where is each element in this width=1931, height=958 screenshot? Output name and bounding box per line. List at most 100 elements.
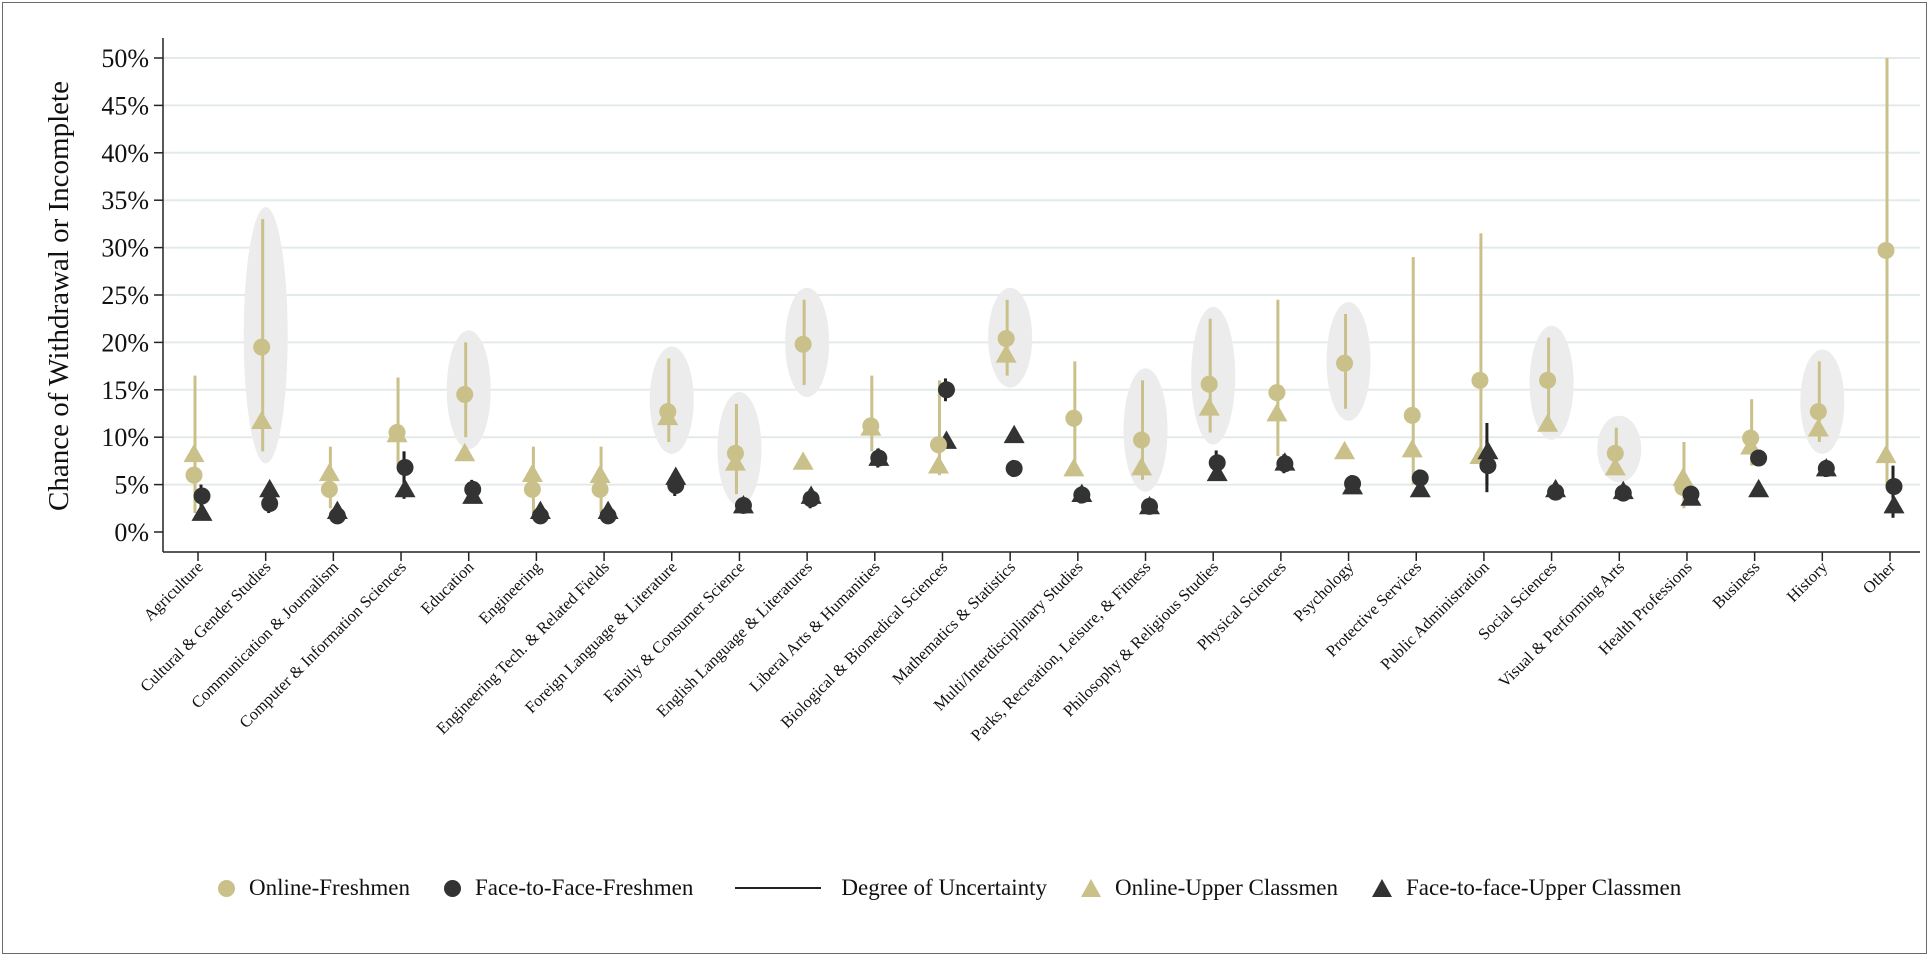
y-axis-title: Chance of Withdrawal or Incomplete	[43, 81, 75, 511]
data-point	[464, 480, 482, 498]
highlight-band	[1191, 306, 1236, 445]
data-point	[1817, 459, 1835, 477]
data-point	[1276, 455, 1294, 473]
data-point	[1344, 475, 1362, 493]
data-point	[193, 487, 211, 505]
data-point	[589, 464, 611, 483]
data-point	[1807, 418, 1829, 437]
data-point	[1604, 457, 1626, 476]
data-point	[531, 507, 549, 525]
data-point	[1200, 375, 1218, 393]
y-tick-label: 35%	[101, 186, 149, 215]
data-point	[1877, 241, 1895, 259]
data-point	[599, 507, 617, 525]
gridlines	[163, 57, 1920, 486]
data-point	[1547, 483, 1565, 501]
y-tick-label: 45%	[101, 91, 149, 120]
data-markers	[183, 241, 1905, 525]
line-marker-icon	[735, 887, 822, 889]
data-point	[191, 502, 213, 521]
legend-uncertainty: Degree of Uncertainty	[727, 875, 1047, 901]
data-point	[1063, 457, 1085, 477]
data-point	[1409, 478, 1431, 498]
data-point	[1133, 431, 1151, 449]
data-point	[1809, 403, 1827, 421]
data-point	[1883, 494, 1905, 514]
x-tick-label: Family & Consumer Science	[600, 557, 749, 706]
x-tick-label: Business	[1709, 557, 1764, 612]
data-point	[1606, 444, 1624, 462]
data-point	[253, 338, 271, 356]
y-tick-label: 40%	[101, 139, 149, 168]
data-point	[1334, 440, 1356, 460]
data-point	[1471, 371, 1489, 389]
x-tick-label: History	[1783, 557, 1832, 606]
y-tick-label: 25%	[101, 281, 149, 310]
data-point	[1403, 406, 1421, 424]
y-tick-label: 20%	[101, 328, 149, 357]
y-tick-label: 0%	[114, 518, 149, 547]
x-tick-label: Other	[1859, 557, 1899, 597]
data-point	[261, 495, 279, 513]
data-point	[328, 507, 346, 525]
legend-online-freshmen: Online-Freshmen	[218, 875, 410, 901]
circle-marker-icon	[443, 879, 461, 897]
data-point	[523, 480, 541, 498]
data-point	[794, 335, 812, 353]
data-point	[792, 451, 814, 470]
y-tick-label: 5%	[114, 471, 149, 500]
data-point	[1885, 477, 1903, 495]
data-point	[667, 477, 685, 495]
data-point	[183, 443, 205, 463]
highlight-band	[243, 207, 288, 464]
data-point	[251, 410, 273, 429]
x-tick-label: Agriculture	[140, 557, 207, 624]
data-point	[1336, 354, 1354, 372]
data-point	[937, 381, 955, 399]
data-point	[1005, 459, 1023, 477]
data-point	[1742, 429, 1760, 447]
data-point	[1875, 444, 1897, 464]
data-point	[927, 455, 949, 474]
legend-online-upper-classmen: Online-Upper Classmen	[1081, 875, 1338, 901]
y-tick-label: 10%	[101, 423, 149, 452]
data-point	[454, 442, 476, 462]
data-point	[1750, 449, 1768, 467]
data-point	[1411, 469, 1429, 487]
legend-label: Online-Freshmen	[249, 875, 410, 900]
data-point	[521, 463, 543, 483]
data-point	[1266, 403, 1288, 422]
data-point	[259, 478, 281, 498]
data-point	[995, 344, 1017, 363]
x-tick-label: Education	[417, 557, 478, 618]
highlight-band	[1123, 368, 1168, 492]
data-point	[659, 403, 677, 421]
x-tick-label: Mathematics & Statistics	[888, 557, 1019, 688]
data-point	[1748, 478, 1770, 498]
triangle-marker-icon	[1081, 879, 1102, 897]
data-point	[734, 496, 752, 514]
x-tick-label: Psychology	[1289, 557, 1357, 625]
legend-label: Online-Upper Classmen	[1115, 875, 1338, 900]
highlight-band	[1800, 349, 1845, 454]
legend-face-to-face-upper-classmen: Face-to-face-Upper Classmen	[1371, 875, 1681, 901]
data-point	[1208, 454, 1226, 472]
data-point	[1206, 462, 1228, 482]
highlight-bands	[243, 207, 1845, 507]
data-point	[726, 444, 744, 462]
data-point	[862, 417, 880, 435]
data-point	[1065, 409, 1083, 427]
x-tick-label: Visual & Performing Arts	[1494, 557, 1628, 691]
highlight-band	[649, 346, 694, 454]
data-point	[1401, 439, 1423, 458]
axes: 0% 5% 10% 15% 20% 25% 30% 35% 40% 45% 50% Agricultu…	[101, 38, 1920, 745]
legend-label: Degree of Uncertainty	[841, 875, 1048, 900]
data-point	[1539, 371, 1557, 389]
data-point	[185, 466, 203, 484]
legend-label: Face-to-Face-Freshmen	[474, 875, 694, 900]
data-point	[320, 480, 338, 498]
data-point	[1537, 413, 1559, 432]
y-tick-label: 50%	[101, 44, 149, 73]
legend-face-to-face-freshmen: Face-to-Face-Freshmen	[443, 875, 694, 901]
